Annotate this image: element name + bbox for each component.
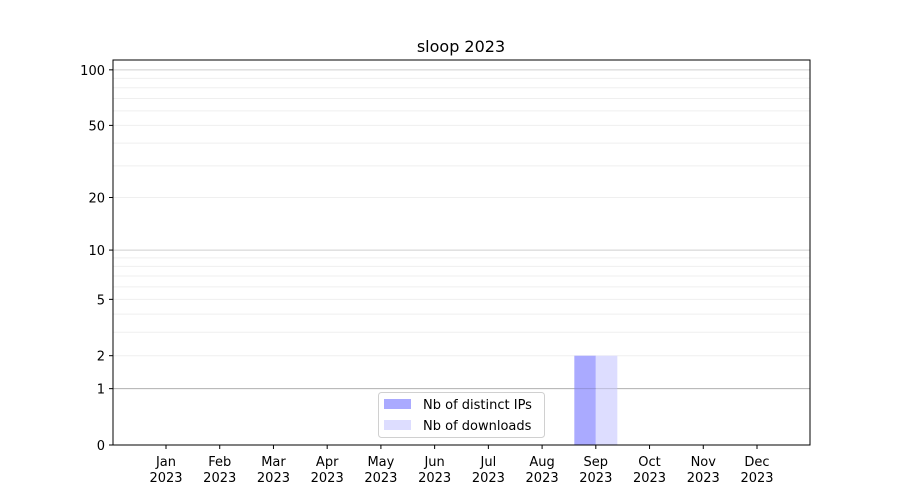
x-tick-label: Dec 2023	[740, 455, 773, 486]
x-tick-label: May 2023	[364, 455, 397, 486]
y-tick-label: 0	[97, 439, 105, 454]
y-tick-label: 1	[97, 383, 105, 398]
y-tick-label: 2	[97, 350, 105, 365]
legend-swatch	[384, 420, 411, 430]
y-tick-label: 20	[88, 192, 105, 207]
x-tick-label: Jul 2023	[472, 455, 505, 486]
x-tick-label: Oct 2023	[633, 455, 666, 486]
legend-swatch	[384, 399, 411, 409]
legend-label: Nb of distinct IPs	[423, 398, 532, 413]
y-tick-label: 50	[88, 119, 105, 134]
x-tick-label: Feb 2023	[203, 455, 236, 486]
y-tick-label: 10	[88, 244, 105, 259]
x-tick-label: Jan 2023	[149, 455, 182, 486]
y-tick-label: 5	[97, 293, 105, 308]
x-tick-label: Nov 2023	[687, 455, 720, 486]
x-tick-label: Mar 2023	[257, 455, 290, 486]
chart-title: sloop 2023	[417, 37, 505, 56]
plot-frame	[112, 59, 811, 446]
bar-downloads	[595, 355, 618, 445]
legend-box	[378, 392, 545, 438]
x-tick-label: Sep 2023	[579, 455, 612, 486]
legend: Nb of distinct IPs Nb of downloads	[378, 392, 545, 438]
legend-label: Nb of downloads	[423, 419, 532, 434]
x-tick-label: Aug 2023	[526, 455, 559, 486]
y-tick-label: 100	[80, 64, 105, 79]
bar-distinct-ips	[574, 355, 596, 445]
x-tick-label: Apr 2023	[311, 455, 344, 486]
x-tick-label: Jun 2023	[418, 455, 451, 486]
